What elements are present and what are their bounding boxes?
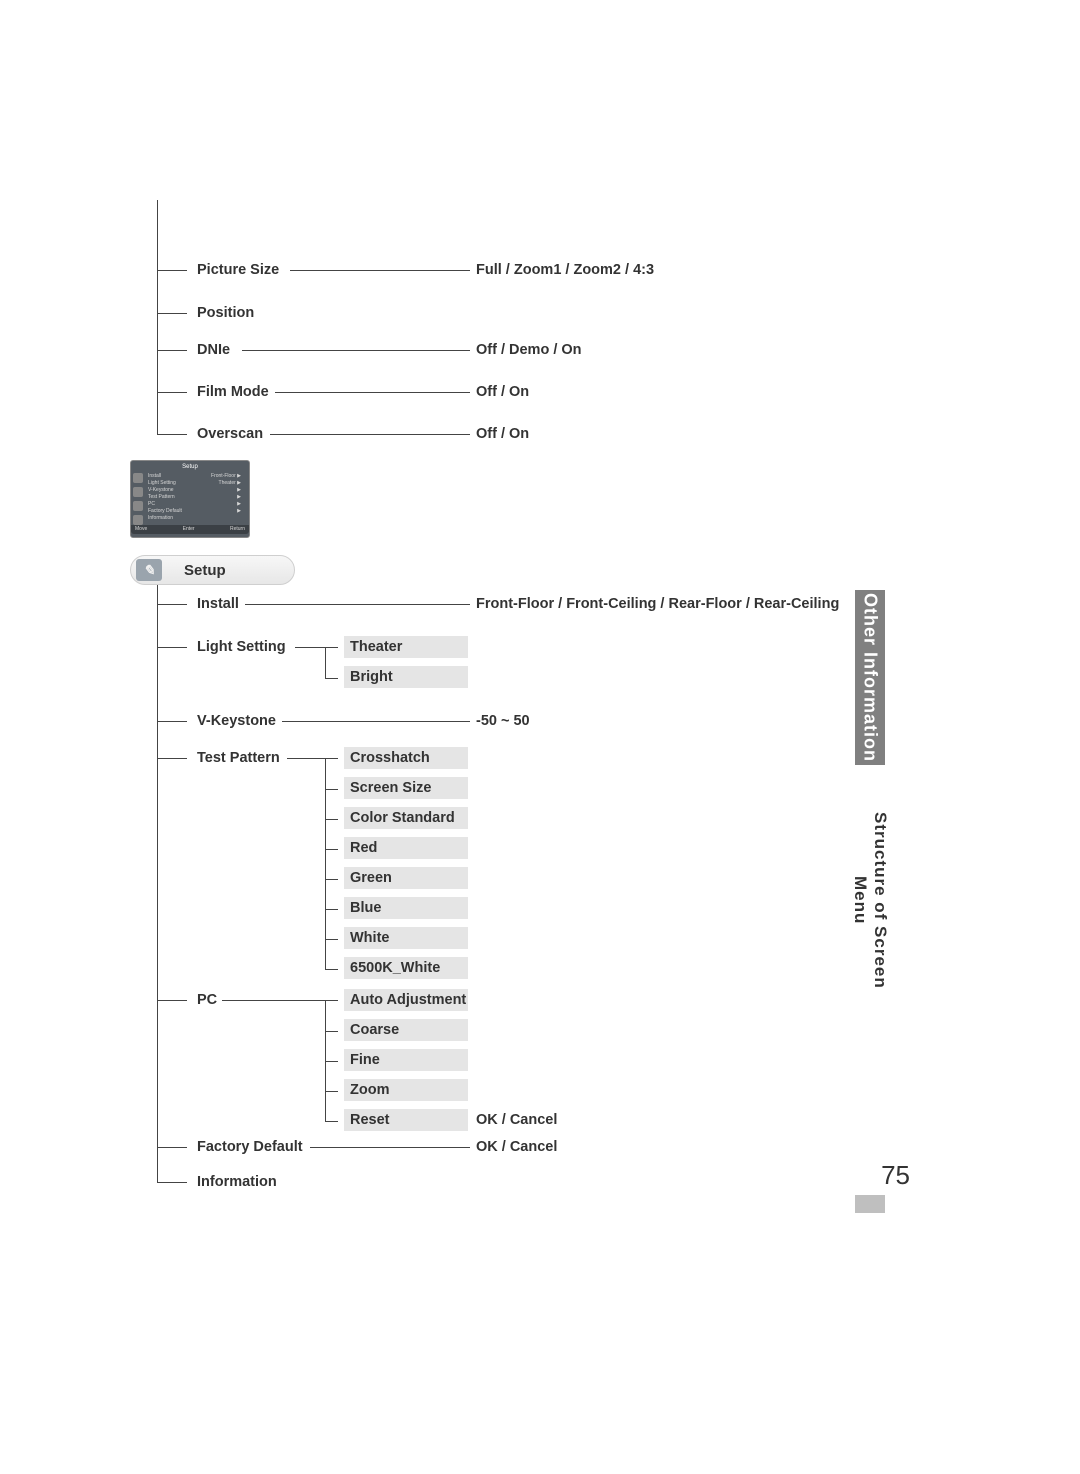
- screenshot-row: V-Keystone: [148, 487, 174, 494]
- label-light-setting: Light Setting: [197, 639, 286, 655]
- tree-line: [325, 758, 338, 759]
- tree-line: [287, 758, 325, 759]
- option-crosshatch: Crosshatch: [344, 747, 468, 769]
- screenshot-row: Install: [148, 473, 161, 480]
- setup-menu-screenshot: Setup InstallFront-Floor ▶ Light Setting…: [130, 460, 250, 538]
- tree-line: [245, 604, 470, 605]
- label-picture-size: Picture Size: [197, 262, 279, 278]
- tree-line: [157, 350, 187, 351]
- option-zoom: Zoom: [344, 1079, 468, 1101]
- option-screen-size: Screen Size: [344, 777, 468, 799]
- screenshot-row: Factory Default: [148, 508, 182, 515]
- setup-header-chip: ✎ Setup: [130, 555, 295, 585]
- value-factory-default: OK / Cancel: [476, 1139, 557, 1155]
- option-bright: Bright: [344, 666, 468, 688]
- setup-header-label: Setup: [184, 562, 226, 579]
- option-blue: Blue: [344, 897, 468, 919]
- screenshot-footer: Move: [135, 526, 147, 533]
- tree-line: [275, 392, 470, 393]
- screenshot-row: Test Pattern: [148, 494, 175, 501]
- tree-line: [295, 647, 325, 648]
- value-overscan: Off / On: [476, 426, 529, 442]
- option-coarse: Coarse: [344, 1019, 468, 1041]
- tree-line: [325, 1091, 338, 1092]
- option-6500k-white: 6500K_White: [344, 957, 468, 979]
- option-color-standard: Color Standard: [344, 807, 468, 829]
- label-dnie: DNIe: [197, 342, 230, 358]
- option-fine: Fine: [344, 1049, 468, 1071]
- tree-line: [157, 1182, 187, 1183]
- tree-line: [157, 1000, 187, 1001]
- tree-line: [325, 647, 338, 648]
- tree-line: [157, 585, 158, 1182]
- tree-line: [325, 969, 338, 970]
- tree-line: [282, 721, 470, 722]
- tree-line: [325, 678, 338, 679]
- option-white: White: [344, 927, 468, 949]
- label-film-mode: Film Mode: [197, 384, 269, 400]
- tree-line: [325, 909, 338, 910]
- label-v-keystone: V-Keystone: [197, 713, 276, 729]
- label-factory-default: Factory Default: [197, 1139, 303, 1155]
- option-green: Green: [344, 867, 468, 889]
- label-install: Install: [197, 596, 239, 612]
- tree-line: [325, 1121, 338, 1122]
- option-red: Red: [344, 837, 468, 859]
- value-v-keystone: -50 ~ 50: [476, 713, 530, 729]
- value-picture-size: Full / Zoom1 / Zoom2 / 4:3: [476, 262, 654, 278]
- tree-line: [270, 434, 470, 435]
- tree-line: [157, 758, 187, 759]
- tree-line: [222, 1000, 325, 1001]
- tree-line: [325, 789, 338, 790]
- tree-line: [157, 1147, 187, 1148]
- screenshot-row: Light Setting: [148, 480, 176, 487]
- tree-line: [242, 350, 470, 351]
- tree-line: [325, 1061, 338, 1062]
- screenshot-row: Information: [148, 515, 173, 522]
- tree-line: [157, 434, 187, 435]
- value-dnie: Off / Demo / On: [476, 342, 582, 358]
- tree-line: [325, 1031, 338, 1032]
- tree-line: [157, 270, 187, 271]
- page-number: 75: [881, 1160, 910, 1191]
- label-test-pattern: Test Pattern: [197, 750, 280, 766]
- tree-line: [157, 604, 187, 605]
- tree-line: [325, 1000, 338, 1001]
- label-overscan: Overscan: [197, 426, 263, 442]
- menu-tree-diagram: Picture Size Full / Zoom1 / Zoom2 / 4:3 …: [130, 200, 880, 1200]
- value-install: Front-Floor / Front-Ceiling / Rear-Floor…: [476, 596, 839, 612]
- tree-line: [290, 270, 470, 271]
- tree-line: [325, 819, 338, 820]
- page: Other Information Structure of Screen Me…: [0, 0, 1080, 1474]
- tree-line: [325, 849, 338, 850]
- tree-line: [325, 879, 338, 880]
- option-reset: Reset: [344, 1109, 468, 1131]
- tree-line: [310, 1147, 470, 1148]
- label-pc: PC: [197, 992, 217, 1008]
- tree-line: [157, 392, 187, 393]
- value-pc-reset: OK / Cancel: [476, 1112, 557, 1128]
- label-information: Information: [197, 1174, 277, 1190]
- setup-icon: ✎: [136, 559, 162, 581]
- screenshot-row: PC: [148, 501, 155, 508]
- option-theater: Theater: [344, 636, 468, 658]
- tree-line: [157, 313, 187, 314]
- label-position: Position: [197, 305, 254, 321]
- value-film-mode: Off / On: [476, 384, 529, 400]
- screenshot-title: Setup: [134, 463, 246, 471]
- tree-line: [157, 647, 187, 648]
- tree-line: [325, 939, 338, 940]
- option-auto-adjustment: Auto Adjustment: [344, 989, 468, 1011]
- tree-line: [325, 647, 326, 678]
- tree-line: [157, 721, 187, 722]
- tree-line: [157, 200, 158, 434]
